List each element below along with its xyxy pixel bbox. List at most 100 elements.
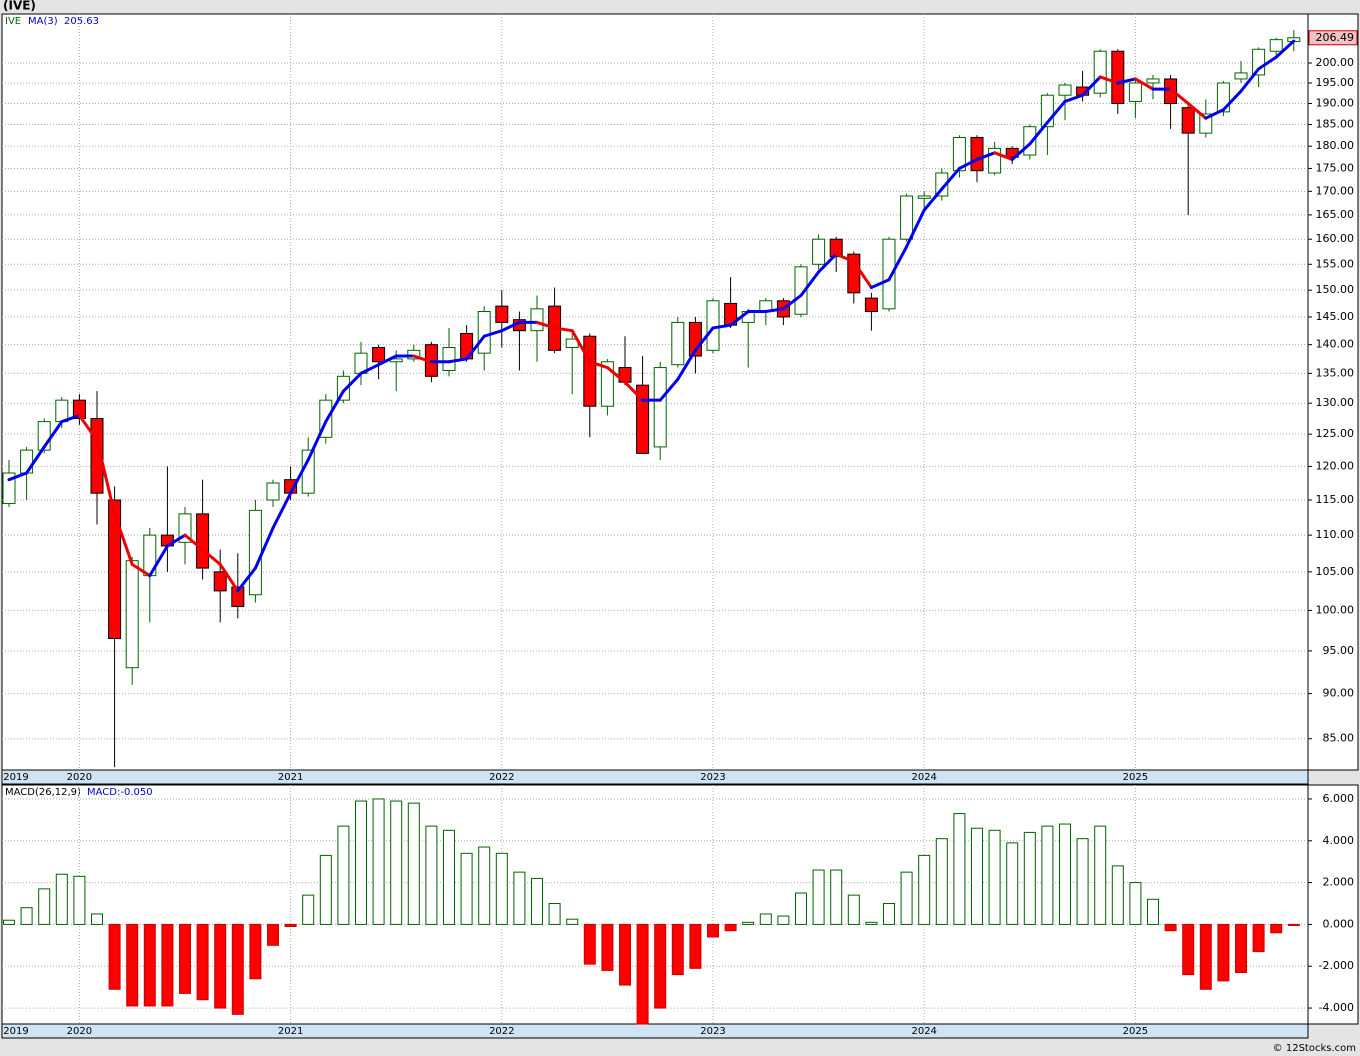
macd-bar [1270, 923, 1283, 934]
ma-line [764, 307, 785, 314]
y-tick-label: 90.00 [1323, 687, 1355, 700]
y-tick-label: 85.00 [1323, 732, 1355, 745]
macd-bar [830, 869, 843, 925]
candle-body [900, 195, 914, 240]
candle-body [2, 472, 16, 504]
y-tick-label: 105.00 [1316, 565, 1355, 578]
macd-bar [179, 923, 191, 994]
ma-line [7, 471, 29, 482]
candle-body [1216, 82, 1230, 113]
y-tick-label: 95.00 [1323, 644, 1355, 657]
y-tick-label: 190.00 [1316, 96, 1355, 109]
macd-bar [883, 903, 895, 925]
ma-line [711, 323, 733, 330]
macd-bar [1182, 923, 1195, 976]
macd-bar [601, 923, 614, 971]
ma-line [729, 310, 750, 327]
y-tick-label: 2.000 [1323, 876, 1355, 889]
candle-body [530, 308, 544, 332]
candle-body [20, 449, 34, 474]
ma-line [412, 354, 433, 364]
ma-line [447, 357, 469, 364]
macd-bar [372, 798, 385, 925]
candle-body [213, 571, 227, 592]
ma-line [377, 354, 398, 367]
ma-line [1028, 120, 1049, 146]
macd-bar [302, 894, 315, 925]
candle-body [653, 367, 667, 448]
ma-line [922, 187, 944, 212]
macd-bar [425, 825, 438, 925]
macd-axis [1307, 784, 1359, 1025]
macd-bar [988, 829, 1001, 925]
ma-line [77, 413, 99, 443]
x-tick-label: 2020 [67, 772, 92, 783]
y-tick-label: 195.00 [1316, 76, 1355, 89]
macd-bar [1252, 923, 1265, 953]
x-tick-label: 2020 [67, 1026, 92, 1037]
y-tick-label: 150.00 [1316, 283, 1355, 296]
ma-line [1098, 75, 1120, 85]
candle-body [55, 399, 69, 423]
macd-bar [795, 892, 807, 925]
ma-line [834, 252, 856, 264]
y-tick-label: 135.00 [1316, 366, 1355, 379]
ma-line [940, 166, 961, 191]
y-tick-label: -2.000 [1319, 959, 1354, 972]
ma-line [324, 389, 345, 424]
macd-bar [566, 918, 579, 925]
macd-bar [865, 921, 878, 925]
ma-line [1045, 99, 1067, 124]
legend-ma: MA(3) [28, 16, 58, 27]
candle-body [812, 238, 826, 265]
y-tick-label: 115.00 [1316, 493, 1355, 506]
candle-body [1058, 84, 1072, 96]
candle-body [1146, 78, 1160, 84]
x-tick-label: 2024 [911, 772, 936, 783]
macd-bar [953, 813, 966, 925]
ma-line [500, 320, 521, 333]
y-tick-label: 125.00 [1316, 427, 1355, 440]
candle-body [671, 321, 685, 366]
macd-bar [143, 923, 156, 1007]
x-tick-label: 2021 [278, 1026, 303, 1037]
macd-bar [55, 873, 68, 925]
macd-bar [654, 923, 667, 1009]
macd-bar [1147, 898, 1159, 925]
macd-bar [38, 888, 51, 925]
y-tick-label: 155.00 [1316, 257, 1355, 270]
y-tick-label: 0.000 [1323, 917, 1355, 930]
macd-bar [337, 825, 350, 925]
macd-bar [1111, 865, 1124, 925]
y-tick-label: 100.00 [1316, 603, 1355, 616]
ma-line [1116, 77, 1137, 85]
candle-body [636, 384, 650, 454]
ma-line [570, 329, 592, 364]
macd-bar [1199, 923, 1212, 990]
ma-line [535, 320, 557, 330]
candle-body [248, 509, 262, 596]
footer: © 12Stocks.com [1273, 1043, 1356, 1054]
ma-line [148, 544, 169, 578]
ma-line [130, 562, 152, 578]
y-tick-label: 160.00 [1316, 232, 1355, 245]
macd-title: MACD(26,12,9) [5, 787, 81, 798]
y-tick-label: 4.000 [1323, 834, 1355, 847]
legend-ma-value: 205.63 [64, 16, 99, 27]
ma-line [271, 491, 293, 530]
ma-line [993, 151, 1014, 161]
macd-bar [1041, 825, 1054, 925]
ma-line [852, 260, 873, 290]
macd-bar [971, 827, 983, 925]
macd-bar [443, 829, 455, 925]
candle-body [970, 136, 984, 172]
macd-bar [355, 800, 367, 925]
ma-line [1186, 101, 1208, 120]
price-axis [1307, 13, 1359, 771]
y-tick-label: 6.000 [1323, 792, 1355, 805]
macd-bar [707, 923, 719, 938]
candle-body [72, 399, 86, 420]
macd-bar [407, 802, 420, 925]
macd-bar [583, 923, 596, 965]
macd-bar [742, 921, 755, 925]
